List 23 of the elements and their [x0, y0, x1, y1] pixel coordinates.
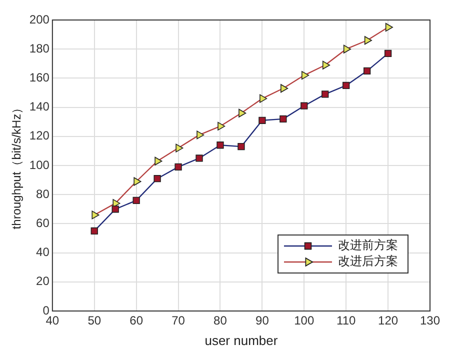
x-tick-label: 110 — [336, 314, 356, 328]
y-tick-label: 60 — [36, 216, 50, 230]
x-tick-label: 130 — [420, 314, 440, 328]
y-tick-label: 200 — [29, 12, 50, 26]
x-tick-label: 80 — [214, 314, 228, 328]
y-tick-label: 80 — [36, 186, 50, 201]
y-tick-label: 120 — [29, 128, 50, 143]
y-tick-label: 20 — [36, 274, 50, 288]
y-tick-label: 160 — [29, 70, 50, 85]
x-axis-title: user number — [204, 332, 278, 348]
x-tick-label: 120 — [378, 314, 398, 328]
y-tick-label: 40 — [36, 245, 50, 260]
y-tick-label: 100 — [29, 158, 50, 172]
y-tick-label: 180 — [29, 41, 50, 56]
x-tick-label: 50 — [88, 314, 102, 328]
x-tick-label: 100 — [294, 314, 314, 328]
x-tick-label: 60 — [130, 314, 144, 328]
legend-label: 改进后方案 — [338, 254, 398, 268]
y-axis-title: throughput（bit/s/kHz） — [10, 102, 24, 230]
legend-label: 改进前方案 — [338, 238, 398, 252]
x-tick-label: 70 — [172, 314, 186, 328]
y-tick-label: 140 — [29, 100, 50, 114]
x-tick-label: 90 — [256, 314, 270, 328]
